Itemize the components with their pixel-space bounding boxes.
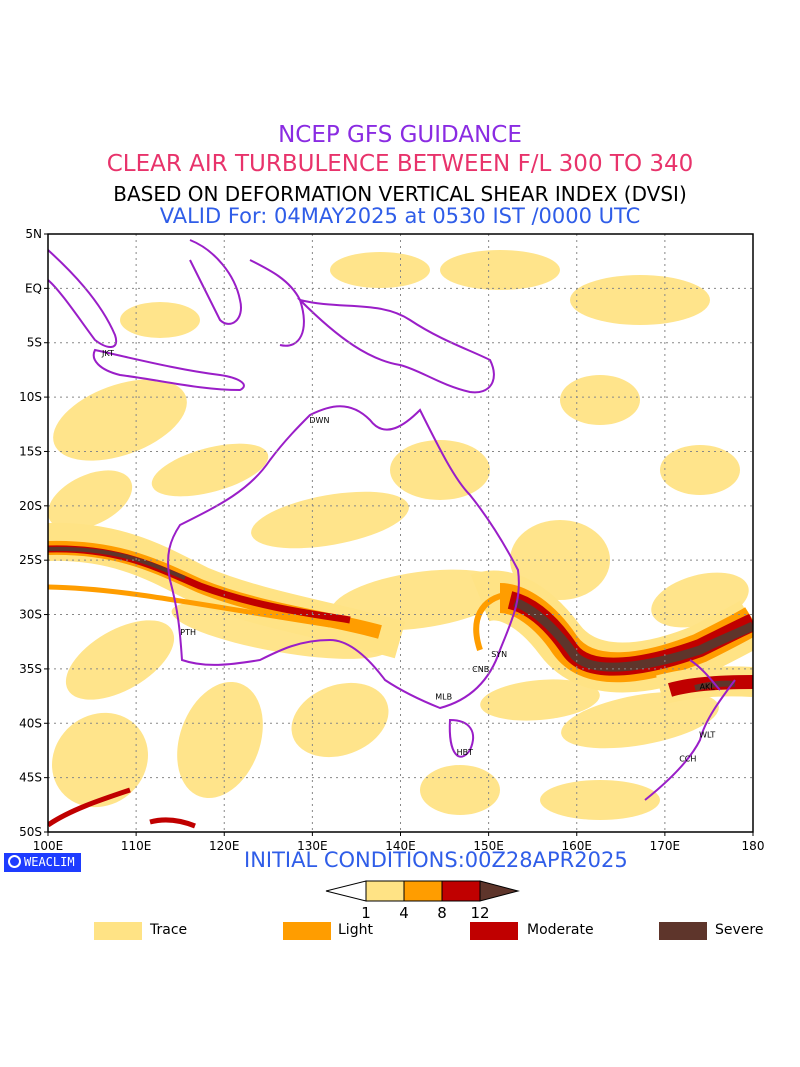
lon-label: 100E — [33, 839, 64, 853]
gridlines — [48, 234, 753, 832]
lon-label: 140E — [385, 839, 416, 853]
chart-valid-time: VALID For: 04MAY2025 at 0530 IST /0000 U… — [159, 204, 641, 228]
lat-label: 5N — [25, 227, 42, 241]
lon-label: 180 — [742, 839, 765, 853]
legend-swatch-moderate — [470, 922, 518, 940]
station-label-pth: PTH — [180, 628, 196, 637]
legend-label-severe: Severe — [715, 922, 764, 938]
lat-label: 5S — [27, 336, 42, 350]
colorbar-label: 4 — [399, 904, 409, 922]
lat-label: 10S — [19, 390, 42, 404]
station-label-cnb: CNB — [472, 665, 489, 674]
initial-conditions: INITIAL CONDITIONS:00Z28APR2025 — [244, 848, 628, 872]
lon-label: 150E — [473, 839, 504, 853]
colorbar-label: 12 — [470, 904, 489, 922]
legend-label-moderate: Moderate — [527, 922, 594, 938]
lon-label: 160E — [562, 839, 593, 853]
station-label-cch: CCH — [679, 754, 696, 763]
weaclim-logo-icon — [8, 855, 21, 868]
colorbar-trace — [365, 880, 405, 902]
legend-label-trace: Trace — [150, 922, 188, 938]
turbulence-field — [48, 250, 753, 829]
coastlines — [48, 239, 736, 801]
weaclim-label: WEACLIM — [24, 855, 75, 869]
colorbar-label: 1 — [361, 904, 371, 922]
lat-label: 20S — [19, 499, 42, 513]
station-label-hbt: HBT — [457, 748, 474, 757]
station-label-dwn: DWN — [309, 416, 329, 425]
lat-label: 25S — [19, 553, 42, 567]
lat-label: 30S — [19, 608, 42, 622]
lon-label: 130E — [297, 839, 328, 853]
colorbar-light — [403, 880, 443, 902]
lat-label: EQ — [25, 281, 42, 295]
legend-swatch-trace — [94, 922, 142, 940]
station-label-akl: AKL — [700, 683, 716, 692]
lat-label: 35S — [19, 662, 42, 676]
legend-label-light: Light — [338, 922, 373, 938]
station-label-mlb: MLB — [435, 692, 452, 701]
chart-method: BASED ON DEFORMATION VERTICAL SHEAR INDE… — [113, 182, 687, 206]
legend-swatch-light — [283, 922, 331, 940]
lon-label: 170E — [650, 839, 681, 853]
lat-label: 45S — [19, 771, 42, 785]
colorbar-moderate — [441, 880, 481, 902]
lon-label: 120E — [209, 839, 240, 853]
colorbar-label: 8 — [437, 904, 447, 922]
lat-label: 40S — [19, 716, 42, 730]
weaclim-badge[interactable]: WEACLIM — [4, 853, 81, 872]
legend-swatch-severe — [659, 922, 707, 940]
colorbar-severe — [479, 880, 520, 902]
colorbar-low-arrow — [325, 880, 367, 902]
station-label-wlt: WLT — [699, 730, 715, 739]
lon-label: 110E — [121, 839, 152, 853]
station-label-syn: SYN — [491, 650, 507, 659]
chart-title: NCEP GFS GUIDANCE — [278, 122, 522, 148]
lat-label: 50S — [19, 825, 42, 839]
chart-subtitle: CLEAR AIR TURBULENCE BETWEEN F/L 300 TO … — [106, 151, 694, 177]
lat-label: 15S — [19, 444, 42, 458]
station-label-jkt: JKT — [101, 349, 114, 358]
